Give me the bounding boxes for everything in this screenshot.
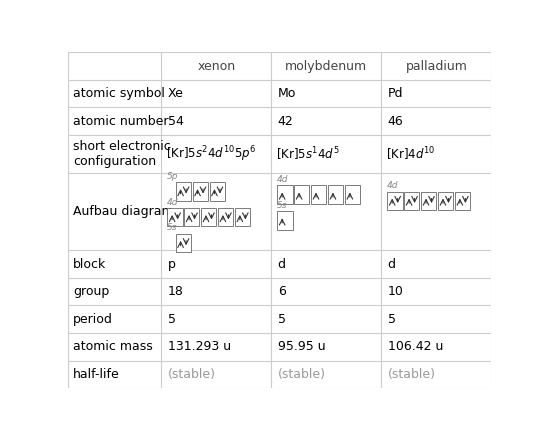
FancyBboxPatch shape [328, 185, 343, 204]
Text: short electronic
configuration: short electronic configuration [73, 140, 171, 168]
FancyBboxPatch shape [176, 234, 191, 252]
Text: atomic symbol: atomic symbol [73, 87, 165, 100]
Text: 6: 6 [278, 285, 286, 298]
Text: $[\mathrm{Kr}]4d^{10}$: $[\mathrm{Kr}]4d^{10}$ [387, 145, 436, 163]
FancyBboxPatch shape [193, 182, 208, 201]
Text: 95.95 u: 95.95 u [278, 340, 325, 353]
Text: 106.42 u: 106.42 u [388, 340, 443, 353]
Text: $[\mathrm{Kr}]5s^{2}4d^{10}5p^{6}$: $[\mathrm{Kr}]5s^{2}4d^{10}5p^{6}$ [167, 144, 257, 164]
Text: (stable): (stable) [278, 368, 326, 381]
Text: $[\mathrm{Kr}]5s^{1}4d^{5}$: $[\mathrm{Kr}]5s^{1}4d^{5}$ [276, 145, 340, 163]
FancyBboxPatch shape [455, 191, 470, 210]
FancyBboxPatch shape [210, 182, 225, 201]
Text: atomic number: atomic number [73, 115, 169, 128]
FancyBboxPatch shape [277, 185, 293, 204]
Text: Aufbau diagram: Aufbau diagram [73, 205, 174, 218]
Text: 5s: 5s [167, 224, 177, 232]
Text: (stable): (stable) [388, 368, 436, 381]
Text: 4d: 4d [167, 198, 178, 207]
Text: block: block [73, 258, 106, 271]
Text: 5: 5 [388, 313, 396, 326]
Text: 5: 5 [278, 313, 286, 326]
Text: molybdenum: molybdenum [286, 60, 367, 72]
FancyBboxPatch shape [387, 191, 402, 210]
Text: 131.293 u: 131.293 u [168, 340, 231, 353]
Text: p: p [168, 258, 176, 271]
Text: 4d: 4d [387, 181, 398, 190]
FancyBboxPatch shape [311, 185, 327, 204]
FancyBboxPatch shape [235, 208, 250, 226]
Text: 5s: 5s [276, 201, 287, 210]
Text: d: d [278, 258, 286, 271]
Text: period: period [73, 313, 113, 326]
FancyBboxPatch shape [167, 208, 182, 226]
FancyBboxPatch shape [404, 191, 419, 210]
Text: 4d: 4d [276, 175, 288, 184]
FancyBboxPatch shape [277, 211, 293, 230]
FancyBboxPatch shape [421, 191, 436, 210]
Text: 46: 46 [388, 115, 403, 128]
Text: Mo: Mo [278, 87, 296, 100]
Text: 42: 42 [278, 115, 293, 128]
FancyBboxPatch shape [184, 208, 199, 226]
Text: 5: 5 [168, 313, 176, 326]
Text: Xe: Xe [168, 87, 183, 100]
Text: d: d [388, 258, 396, 271]
Text: palladium: palladium [406, 60, 467, 72]
FancyBboxPatch shape [201, 208, 216, 226]
FancyBboxPatch shape [345, 185, 360, 204]
Text: xenon: xenon [197, 60, 235, 72]
Text: (stable): (stable) [168, 368, 216, 381]
Text: 18: 18 [168, 285, 183, 298]
Text: half-life: half-life [73, 368, 120, 381]
Text: Pd: Pd [388, 87, 403, 100]
Text: atomic mass: atomic mass [73, 340, 153, 353]
Text: 5p: 5p [167, 172, 178, 181]
Text: group: group [73, 285, 110, 298]
FancyBboxPatch shape [218, 208, 233, 226]
Text: 10: 10 [388, 285, 403, 298]
FancyBboxPatch shape [176, 182, 191, 201]
FancyBboxPatch shape [438, 191, 453, 210]
Text: 54: 54 [168, 115, 183, 128]
FancyBboxPatch shape [294, 185, 310, 204]
